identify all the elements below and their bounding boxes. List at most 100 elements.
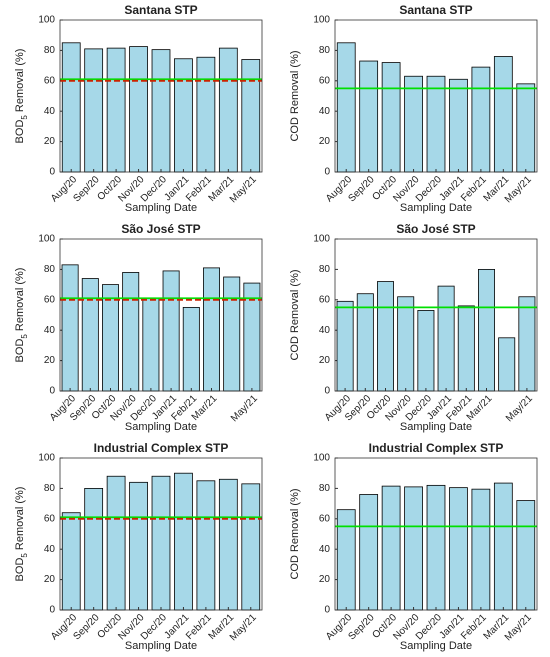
y-axis-label: BOD5 Removal (%) <box>14 49 29 144</box>
bar <box>61 42 81 173</box>
y-tick-label: 80 <box>319 264 331 275</box>
y-tick-label: 0 <box>324 386 330 397</box>
bar <box>196 56 216 173</box>
axes-frame <box>334 19 538 173</box>
y-tick-label: 80 <box>44 264 56 275</box>
bar <box>61 512 81 611</box>
y-tick-label: 100 <box>313 234 330 245</box>
y-tick-label: 60 <box>44 294 56 305</box>
bar <box>241 483 261 611</box>
chart-title: São José STP <box>396 222 475 236</box>
chart-panel: Santana STP020406080100Aug/20Sep/20Oct/2… <box>14 3 263 214</box>
bar <box>162 270 180 392</box>
bar <box>426 484 446 611</box>
bar <box>84 48 104 173</box>
bar <box>223 276 241 392</box>
y-tick-label: 100 <box>38 234 55 245</box>
bar <box>478 268 495 392</box>
bar <box>151 475 171 611</box>
x-tick-label: Dec/20 <box>414 612 444 642</box>
bar <box>174 58 193 173</box>
y-tick-label: 80 <box>44 45 56 56</box>
bar <box>518 296 536 392</box>
bar <box>196 480 216 611</box>
bar <box>151 49 171 173</box>
y-axis-label-part: BOD <box>14 339 26 363</box>
bar <box>498 337 516 392</box>
y-tick-label: 40 <box>44 325 56 336</box>
y-tick-label: 0 <box>324 605 330 616</box>
y-tick-label: 100 <box>38 453 55 464</box>
chart-title: Santana STP <box>399 3 472 17</box>
y-tick-label: 0 <box>49 386 55 397</box>
bar <box>457 305 475 392</box>
y-tick-label: 0 <box>49 605 55 616</box>
axes-frame <box>334 238 538 392</box>
y-axis-label-part: BOD <box>14 558 26 582</box>
chart-title: Santana STP <box>124 3 197 17</box>
y-tick-label: 20 <box>44 355 56 366</box>
chart-title: Industrial Complex STP <box>94 441 229 455</box>
bar <box>218 47 238 173</box>
y-tick-label: 80 <box>319 483 331 494</box>
bar <box>122 272 140 392</box>
y-axis-label-part: BOD <box>14 120 26 144</box>
x-tick-label: Sep/20 <box>71 612 101 642</box>
bar <box>129 46 148 173</box>
bar <box>336 300 354 392</box>
bar <box>381 62 401 173</box>
y-tick-label: 20 <box>319 574 331 585</box>
axes-frame <box>59 19 263 173</box>
chart-panel: Santana STP020406080100Aug/20Sep/20Oct/2… <box>289 3 538 214</box>
y-axis-label-part: Removal (%) <box>14 268 26 335</box>
y-axis-label-part: 5 <box>20 115 29 120</box>
y-tick-label: 80 <box>44 483 56 494</box>
bar <box>106 47 126 173</box>
y-tick-label: 80 <box>319 45 331 56</box>
bar <box>106 475 126 611</box>
y-tick-label: 100 <box>313 15 330 26</box>
bar <box>493 482 513 611</box>
bar <box>218 478 238 611</box>
y-axis-label-part: 5 <box>20 553 29 558</box>
y-axis-label-part: 5 <box>20 334 29 339</box>
bar <box>336 509 356 611</box>
bar <box>449 487 468 611</box>
bar <box>174 472 193 611</box>
bar <box>182 306 200 392</box>
y-tick-label: 0 <box>324 167 330 178</box>
x-tick-label: Sep/20 <box>71 174 101 204</box>
bar <box>493 56 513 173</box>
bar <box>397 296 415 392</box>
chart-panel: Industrial Complex STP020406080100Aug/20… <box>14 441 263 652</box>
y-tick-label: 40 <box>319 106 331 117</box>
y-tick-label: 60 <box>319 513 331 524</box>
bar <box>84 487 104 611</box>
bar <box>516 83 536 173</box>
bar <box>129 481 148 611</box>
bar <box>516 500 536 611</box>
y-tick-label: 60 <box>44 75 56 86</box>
y-tick-label: 40 <box>319 544 331 555</box>
y-tick-label: 0 <box>49 167 55 178</box>
x-tick-label: May/21 <box>229 393 260 424</box>
y-tick-label: 60 <box>44 513 56 524</box>
x-tick-label: Dec/20 <box>139 174 169 204</box>
bar <box>426 75 446 173</box>
y-tick-label: 100 <box>313 453 330 464</box>
y-tick-label: 20 <box>319 136 331 147</box>
y-axis-label-part: Removal (%) <box>14 49 26 116</box>
bar <box>404 486 423 611</box>
chart-panel: São José STP020406080100Aug/20Sep/20Oct/… <box>289 222 538 433</box>
x-axis-label: Sampling Date <box>125 421 197 433</box>
y-tick-label: 20 <box>319 355 331 366</box>
x-tick-label: Sep/20 <box>346 612 376 642</box>
x-tick-label: Dec/20 <box>414 174 444 204</box>
bar <box>471 66 491 173</box>
x-tick-label: Sep/20 <box>346 174 376 204</box>
bar <box>61 264 79 392</box>
y-tick-label: 60 <box>319 75 331 86</box>
bar <box>381 485 401 611</box>
chart-title: Industrial Complex STP <box>369 441 504 455</box>
